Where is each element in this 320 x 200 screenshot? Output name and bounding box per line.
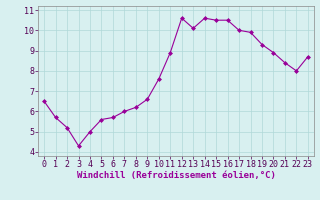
X-axis label: Windchill (Refroidissement éolien,°C): Windchill (Refroidissement éolien,°C) [76, 171, 276, 180]
